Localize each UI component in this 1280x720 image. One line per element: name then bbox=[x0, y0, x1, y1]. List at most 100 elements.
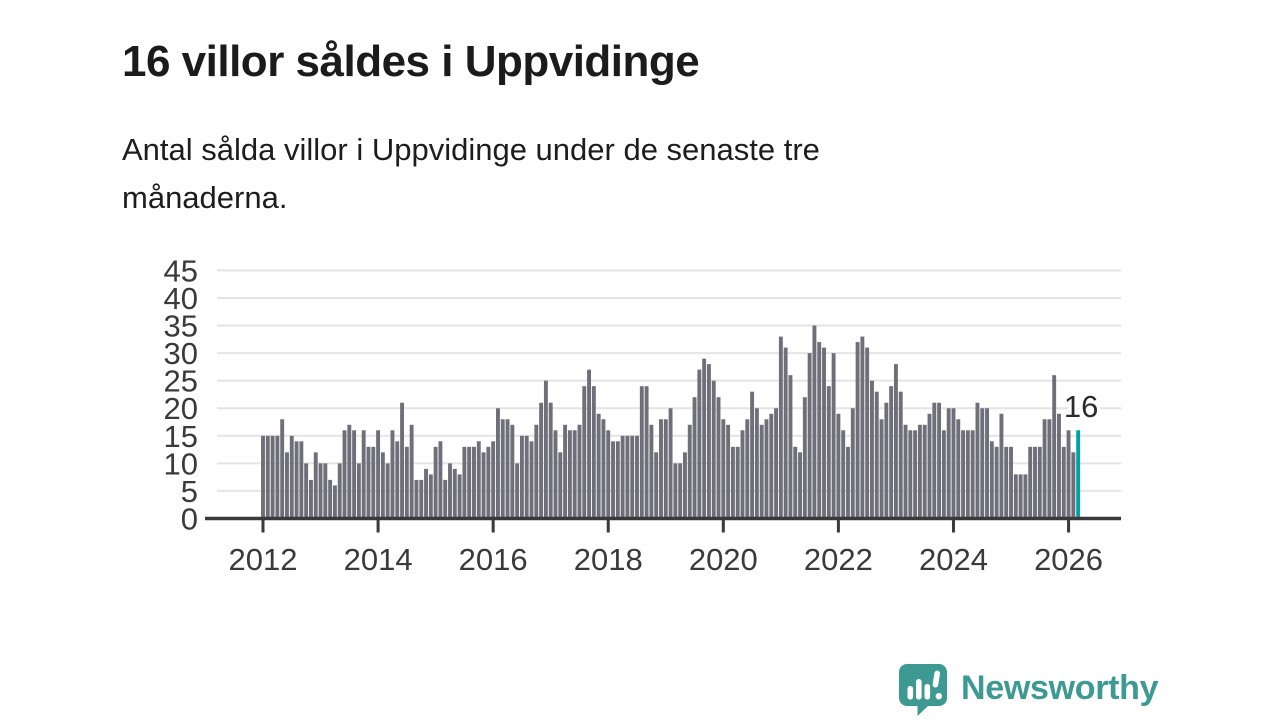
bar bbox=[486, 446, 491, 517]
chart-subtitle-line-2: månaderna. bbox=[122, 180, 288, 215]
bar bbox=[879, 419, 884, 517]
bar bbox=[730, 446, 735, 517]
x-axis-ticks: 2012 2014 2016 2018 2020 2022 2024 2026 bbox=[229, 519, 1103, 577]
bar bbox=[716, 397, 721, 517]
bar bbox=[706, 364, 711, 517]
bar bbox=[1061, 446, 1066, 517]
x-axis-tick-label: 2018 bbox=[574, 542, 643, 577]
bar bbox=[1052, 375, 1057, 517]
chart-subtitle: Antal sålda villor i Uppvidinge under de… bbox=[122, 126, 820, 222]
bar bbox=[999, 413, 1004, 517]
bar bbox=[596, 413, 601, 517]
bar bbox=[534, 424, 539, 517]
bar bbox=[567, 430, 572, 517]
bar bbox=[371, 446, 376, 517]
bar bbox=[702, 358, 707, 517]
y-axis-tick-label: 10 bbox=[164, 446, 198, 481]
bar bbox=[318, 463, 323, 517]
bar bbox=[783, 347, 788, 517]
bar bbox=[994, 446, 999, 517]
bar bbox=[500, 419, 505, 517]
bar bbox=[424, 468, 428, 517]
y-axis-tick-label: 40 bbox=[164, 281, 198, 316]
newsworthy-wordmark: Newsworthy bbox=[961, 669, 1159, 707]
bar bbox=[961, 430, 966, 517]
bar bbox=[361, 430, 366, 517]
bar bbox=[304, 463, 309, 517]
bar bbox=[759, 424, 764, 517]
bar bbox=[294, 441, 299, 517]
bar bbox=[663, 419, 668, 517]
bar bbox=[347, 424, 352, 517]
y-axis-tick-label: 35 bbox=[164, 309, 198, 344]
bar bbox=[472, 446, 476, 517]
bar bbox=[1042, 419, 1047, 517]
bar bbox=[946, 408, 951, 517]
bar bbox=[376, 430, 381, 517]
bar bbox=[491, 441, 496, 517]
bar bbox=[1047, 419, 1052, 517]
bar bbox=[285, 452, 289, 517]
bars bbox=[261, 325, 1081, 517]
x-axis-tick-label: 2012 bbox=[229, 542, 298, 577]
bar bbox=[692, 397, 697, 517]
bar bbox=[1028, 446, 1033, 517]
bar bbox=[874, 391, 879, 517]
logo-bar-small bbox=[907, 686, 914, 700]
bar bbox=[625, 435, 630, 517]
bar bbox=[261, 435, 265, 517]
bar bbox=[275, 435, 280, 517]
bar bbox=[380, 452, 385, 517]
bar bbox=[1071, 452, 1076, 517]
bar bbox=[798, 452, 802, 517]
bar bbox=[764, 419, 769, 517]
logo-bar-medium bbox=[924, 684, 931, 700]
bar bbox=[543, 380, 548, 517]
bar bbox=[390, 430, 395, 517]
bar bbox=[975, 402, 980, 517]
bar bbox=[519, 435, 524, 517]
bar bbox=[558, 452, 563, 517]
bar bbox=[443, 479, 448, 517]
y-axis-tick-label: 45 bbox=[164, 253, 198, 288]
bar bbox=[989, 441, 994, 517]
highlighted-bar bbox=[1076, 430, 1081, 517]
x-axis-tick-label: 2014 bbox=[344, 542, 413, 577]
bar bbox=[496, 408, 500, 517]
bar bbox=[366, 446, 371, 517]
bar bbox=[870, 380, 874, 517]
bar bbox=[812, 325, 817, 517]
y-axis-tick-label: 30 bbox=[164, 336, 198, 371]
bar bbox=[582, 386, 587, 517]
bar bbox=[323, 463, 328, 517]
bar bbox=[400, 402, 405, 517]
speech-bubble-bar-chart-icon bbox=[899, 664, 947, 716]
bar bbox=[922, 424, 927, 517]
bar bbox=[428, 474, 433, 517]
bar bbox=[644, 386, 649, 517]
x-axis-tick-label: 2020 bbox=[689, 542, 758, 577]
bar bbox=[328, 479, 333, 517]
x-axis-tick-label: 2024 bbox=[919, 542, 988, 577]
bar bbox=[553, 430, 558, 517]
bar bbox=[745, 419, 750, 517]
bar bbox=[721, 419, 726, 517]
speech-bubble-shape bbox=[899, 664, 947, 716]
bar bbox=[452, 468, 457, 517]
bar bbox=[337, 463, 342, 517]
x-axis-tick-label: 2022 bbox=[804, 542, 873, 577]
bar bbox=[673, 463, 678, 517]
bar bbox=[884, 402, 889, 517]
bar bbox=[1013, 474, 1018, 517]
bar bbox=[802, 397, 807, 517]
bar bbox=[941, 430, 946, 517]
bar bbox=[299, 441, 304, 517]
bar bbox=[457, 474, 462, 517]
bar bbox=[611, 441, 615, 517]
bar bbox=[313, 452, 318, 517]
bar bbox=[606, 430, 611, 517]
bar bbox=[788, 375, 793, 517]
bar bbox=[903, 424, 908, 517]
bar bbox=[639, 386, 644, 517]
bar bbox=[395, 441, 400, 517]
